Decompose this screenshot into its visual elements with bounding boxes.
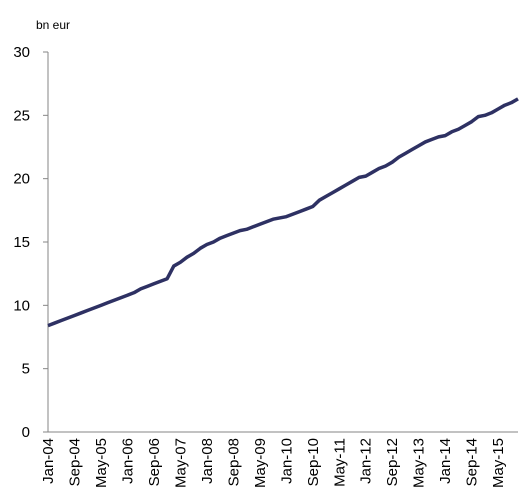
x-tick-label: May-07 — [172, 438, 189, 488]
x-tick-label: Jan-08 — [199, 438, 216, 484]
y-axis-label: bn eur — [36, 18, 70, 32]
y-tick-label: 30 — [13, 44, 30, 61]
y-tick-label: 5 — [22, 361, 30, 378]
x-tick-label: May-05 — [93, 438, 110, 488]
x-tick-label: Jan-10 — [278, 438, 295, 484]
y-tick-label: 0 — [22, 424, 30, 441]
x-tick-label: Jan-12 — [358, 438, 375, 484]
x-tick-label: Jan-04 — [40, 438, 57, 484]
x-tick-label: May-09 — [252, 438, 269, 488]
y-tick-label: 10 — [13, 297, 30, 314]
y-tick-label: 20 — [13, 171, 30, 188]
x-tick-label: May-11 — [331, 438, 348, 487]
x-tick-label: May-13 — [411, 438, 428, 488]
x-tick-label: May-15 — [490, 438, 507, 488]
x-tick-label: Sep-10 — [305, 438, 322, 486]
y-tick-label: 25 — [13, 107, 30, 124]
x-tick-label: Jan-06 — [119, 438, 136, 484]
x-tick-label: Sep-06 — [146, 438, 163, 486]
x-tick-label: Sep-08 — [225, 438, 242, 486]
x-tick-label: Sep-04 — [66, 438, 83, 486]
x-tick-label: Jan-14 — [437, 438, 454, 484]
x-tick-label: Sep-14 — [464, 438, 481, 486]
y-tick-label: 15 — [13, 234, 30, 251]
data-line — [47, 97, 519, 328]
x-tick-label: Sep-12 — [384, 438, 401, 486]
